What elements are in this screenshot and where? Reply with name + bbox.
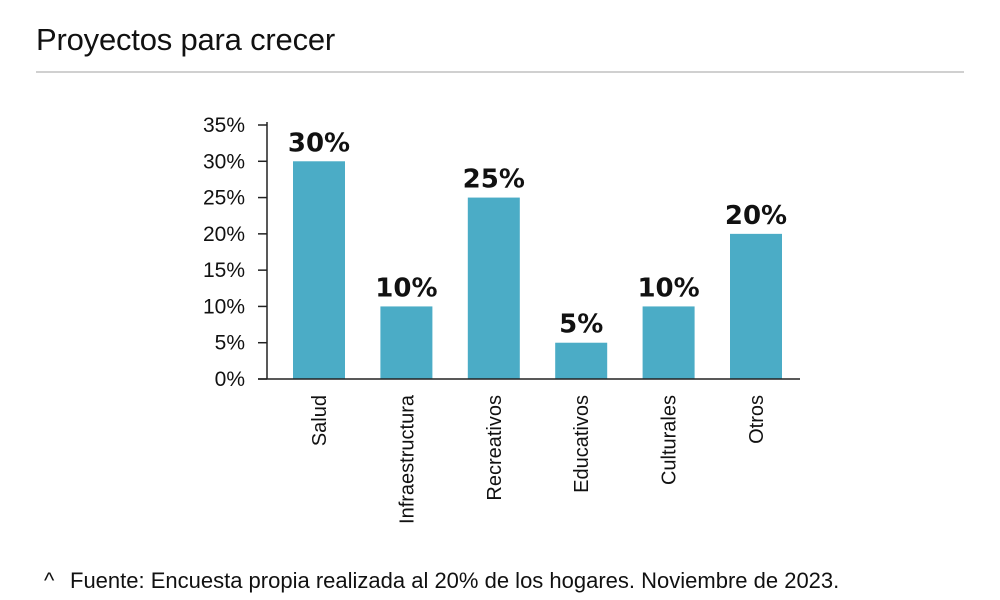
y-axis: 0% 5% 10% 15% 20% 25% 30% 35% [203, 114, 268, 391]
data-label: 10% [637, 273, 699, 303]
y-tick-label: 20% [203, 223, 245, 246]
y-tick-label: 10% [203, 295, 245, 318]
title-divider [36, 71, 964, 73]
data-label: 30% [288, 128, 350, 158]
page-title: Proyectos para crecer [36, 22, 336, 57]
x-axis: Salud Infraestructura Recreativos Educativo… [258, 378, 800, 524]
data-label: 25% [463, 165, 525, 195]
y-tick-label: 35% [203, 114, 245, 137]
data-labels: 30% 10% 25% 5% 10% 20% [288, 128, 787, 339]
x-tick-label: Salud [309, 395, 331, 446]
bar-recreativos [467, 197, 520, 379]
x-tick-label: Recreativos [484, 395, 506, 501]
bar-culturales [642, 306, 695, 379]
y-tick-label: 5% [215, 332, 245, 355]
data-label: 10% [375, 273, 437, 303]
data-label: 20% [725, 201, 787, 231]
y-tick-label: 25% [203, 187, 245, 210]
bar-infraestructura [380, 306, 433, 379]
source-footnote: ^ Fuente: Encuesta propia realizada al 20… [44, 568, 839, 594]
bar-otros [730, 233, 782, 379]
x-tick-label: Culturales [659, 395, 681, 485]
y-tick-label: 15% [203, 259, 245, 282]
y-tick-label: 0% [215, 368, 245, 391]
x-tick-label: Educativos [571, 395, 593, 493]
bars [293, 161, 782, 379]
bar-salud [293, 161, 345, 379]
footnote-marker: ^ [44, 568, 55, 593]
bar-educativos [555, 342, 608, 379]
footnote-text: Fuente: Encuesta propia realizada al 20%… [70, 568, 840, 593]
data-label: 5% [559, 310, 603, 340]
x-tick-label: Infraestructura [396, 394, 418, 524]
y-tick-label: 30% [203, 150, 245, 173]
x-tick-label: Otros [746, 395, 768, 444]
